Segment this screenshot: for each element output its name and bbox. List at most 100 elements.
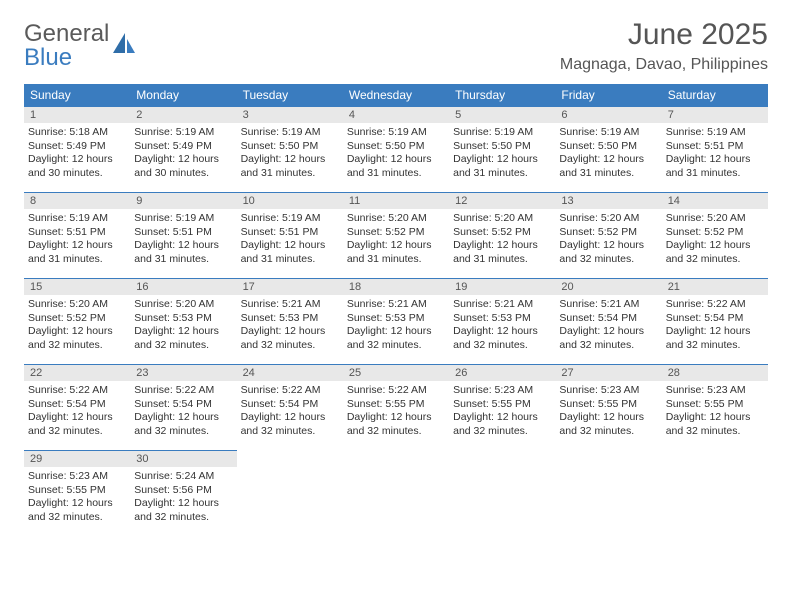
day-details: Sunrise: 5:20 AMSunset: 5:52 PMDaylight:…: [555, 209, 661, 269]
day-details: Sunrise: 5:22 AMSunset: 5:54 PMDaylight:…: [662, 295, 768, 355]
day-details: Sunrise: 5:23 AMSunset: 5:55 PMDaylight:…: [24, 467, 130, 527]
weekday-header-row: SundayMondayTuesdayWednesdayThursdayFrid…: [24, 84, 768, 107]
day-details: Sunrise: 5:19 AMSunset: 5:50 PMDaylight:…: [343, 123, 449, 183]
day-number: 2: [130, 107, 236, 123]
day-number: 30: [130, 451, 236, 467]
day-cell: 21Sunrise: 5:22 AMSunset: 5:54 PMDayligh…: [662, 279, 768, 365]
day-details: Sunrise: 5:24 AMSunset: 5:56 PMDaylight:…: [130, 467, 236, 527]
day-number: 20: [555, 279, 661, 295]
day-cell: [343, 451, 449, 537]
day-details: Sunrise: 5:19 AMSunset: 5:51 PMDaylight:…: [237, 209, 343, 269]
day-number: 27: [555, 365, 661, 381]
day-number: 18: [343, 279, 449, 295]
day-cell: 22Sunrise: 5:22 AMSunset: 5:54 PMDayligh…: [24, 365, 130, 451]
day-cell: 27Sunrise: 5:23 AMSunset: 5:55 PMDayligh…: [555, 365, 661, 451]
day-number: 1: [24, 107, 130, 123]
day-cell: 29Sunrise: 5:23 AMSunset: 5:55 PMDayligh…: [24, 451, 130, 537]
sail-icon: [111, 31, 137, 60]
week-row: 22Sunrise: 5:22 AMSunset: 5:54 PMDayligh…: [24, 365, 768, 451]
day-details: Sunrise: 5:20 AMSunset: 5:52 PMDaylight:…: [343, 209, 449, 269]
brand-line2: Blue: [24, 44, 72, 71]
day-cell: 13Sunrise: 5:20 AMSunset: 5:52 PMDayligh…: [555, 193, 661, 279]
day-details: Sunrise: 5:22 AMSunset: 5:54 PMDaylight:…: [24, 381, 130, 441]
day-details: Sunrise: 5:19 AMSunset: 5:49 PMDaylight:…: [130, 123, 236, 183]
week-row: 1Sunrise: 5:18 AMSunset: 5:49 PMDaylight…: [24, 107, 768, 193]
day-cell: 20Sunrise: 5:21 AMSunset: 5:54 PMDayligh…: [555, 279, 661, 365]
day-cell: 11Sunrise: 5:20 AMSunset: 5:52 PMDayligh…: [343, 193, 449, 279]
day-cell: 15Sunrise: 5:20 AMSunset: 5:52 PMDayligh…: [24, 279, 130, 365]
calendar-table: SundayMondayTuesdayWednesdayThursdayFrid…: [24, 84, 768, 537]
day-number: 24: [237, 365, 343, 381]
day-details: Sunrise: 5:22 AMSunset: 5:54 PMDaylight:…: [237, 381, 343, 441]
day-cell: 24Sunrise: 5:22 AMSunset: 5:54 PMDayligh…: [237, 365, 343, 451]
day-number: 28: [662, 365, 768, 381]
day-number: 6: [555, 107, 661, 123]
day-details: Sunrise: 5:21 AMSunset: 5:54 PMDaylight:…: [555, 295, 661, 355]
day-number: 5: [449, 107, 555, 123]
day-number: 15: [24, 279, 130, 295]
day-number: 23: [130, 365, 236, 381]
day-cell: [662, 451, 768, 537]
day-cell: 30Sunrise: 5:24 AMSunset: 5:56 PMDayligh…: [130, 451, 236, 537]
day-number: 22: [24, 365, 130, 381]
day-details: Sunrise: 5:20 AMSunset: 5:52 PMDaylight:…: [662, 209, 768, 269]
day-number: 26: [449, 365, 555, 381]
day-cell: 16Sunrise: 5:20 AMSunset: 5:53 PMDayligh…: [130, 279, 236, 365]
day-details: Sunrise: 5:19 AMSunset: 5:51 PMDaylight:…: [662, 123, 768, 183]
day-details: Sunrise: 5:19 AMSunset: 5:50 PMDaylight:…: [555, 123, 661, 183]
day-cell: 8Sunrise: 5:19 AMSunset: 5:51 PMDaylight…: [24, 193, 130, 279]
day-details: Sunrise: 5:19 AMSunset: 5:50 PMDaylight:…: [449, 123, 555, 183]
day-cell: 28Sunrise: 5:23 AMSunset: 5:55 PMDayligh…: [662, 365, 768, 451]
day-number: 19: [449, 279, 555, 295]
day-details: Sunrise: 5:21 AMSunset: 5:53 PMDaylight:…: [449, 295, 555, 355]
day-cell: 12Sunrise: 5:20 AMSunset: 5:52 PMDayligh…: [449, 193, 555, 279]
day-cell: 10Sunrise: 5:19 AMSunset: 5:51 PMDayligh…: [237, 193, 343, 279]
week-row: 29Sunrise: 5:23 AMSunset: 5:55 PMDayligh…: [24, 451, 768, 537]
day-details: Sunrise: 5:20 AMSunset: 5:52 PMDaylight:…: [24, 295, 130, 355]
weekday-header: Thursday: [449, 84, 555, 107]
day-number: 16: [130, 279, 236, 295]
header: General Blue June 2025 Magnaga, Davao, P…: [24, 18, 768, 74]
day-number: 13: [555, 193, 661, 209]
title-block: June 2025 Magnaga, Davao, Philippines: [560, 18, 768, 74]
day-cell: 4Sunrise: 5:19 AMSunset: 5:50 PMDaylight…: [343, 107, 449, 193]
day-cell: 23Sunrise: 5:22 AMSunset: 5:54 PMDayligh…: [130, 365, 236, 451]
calendar-body: 1Sunrise: 5:18 AMSunset: 5:49 PMDaylight…: [24, 107, 768, 537]
day-details: Sunrise: 5:19 AMSunset: 5:50 PMDaylight:…: [237, 123, 343, 183]
day-cell: 3Sunrise: 5:19 AMSunset: 5:50 PMDaylight…: [237, 107, 343, 193]
day-number: 14: [662, 193, 768, 209]
day-number: 3: [237, 107, 343, 123]
day-cell: 18Sunrise: 5:21 AMSunset: 5:53 PMDayligh…: [343, 279, 449, 365]
day-number: 4: [343, 107, 449, 123]
weekday-header: Tuesday: [237, 84, 343, 107]
day-cell: [555, 451, 661, 537]
day-cell: 25Sunrise: 5:22 AMSunset: 5:55 PMDayligh…: [343, 365, 449, 451]
day-number: 29: [24, 451, 130, 467]
weekday-header: Wednesday: [343, 84, 449, 107]
day-cell: 9Sunrise: 5:19 AMSunset: 5:51 PMDaylight…: [130, 193, 236, 279]
week-row: 8Sunrise: 5:19 AMSunset: 5:51 PMDaylight…: [24, 193, 768, 279]
day-cell: 19Sunrise: 5:21 AMSunset: 5:53 PMDayligh…: [449, 279, 555, 365]
day-number: 10: [237, 193, 343, 209]
day-details: Sunrise: 5:20 AMSunset: 5:53 PMDaylight:…: [130, 295, 236, 355]
day-cell: 6Sunrise: 5:19 AMSunset: 5:50 PMDaylight…: [555, 107, 661, 193]
day-cell: [449, 451, 555, 537]
day-details: Sunrise: 5:23 AMSunset: 5:55 PMDaylight:…: [449, 381, 555, 441]
day-number: 11: [343, 193, 449, 209]
weekday-header: Sunday: [24, 84, 130, 107]
location: Magnaga, Davao, Philippines: [560, 56, 768, 74]
day-details: Sunrise: 5:20 AMSunset: 5:52 PMDaylight:…: [449, 209, 555, 269]
day-number: 25: [343, 365, 449, 381]
day-number: 21: [662, 279, 768, 295]
day-number: 7: [662, 107, 768, 123]
day-details: Sunrise: 5:23 AMSunset: 5:55 PMDaylight:…: [555, 381, 661, 441]
day-details: Sunrise: 5:21 AMSunset: 5:53 PMDaylight:…: [343, 295, 449, 355]
weekday-header: Friday: [555, 84, 661, 107]
month-title: June 2025: [560, 18, 768, 52]
day-cell: 26Sunrise: 5:23 AMSunset: 5:55 PMDayligh…: [449, 365, 555, 451]
weekday-header: Saturday: [662, 84, 768, 107]
brand-logo: General Blue: [24, 22, 137, 70]
day-details: Sunrise: 5:23 AMSunset: 5:55 PMDaylight:…: [662, 381, 768, 441]
day-details: Sunrise: 5:22 AMSunset: 5:55 PMDaylight:…: [343, 381, 449, 441]
weekday-header: Monday: [130, 84, 236, 107]
